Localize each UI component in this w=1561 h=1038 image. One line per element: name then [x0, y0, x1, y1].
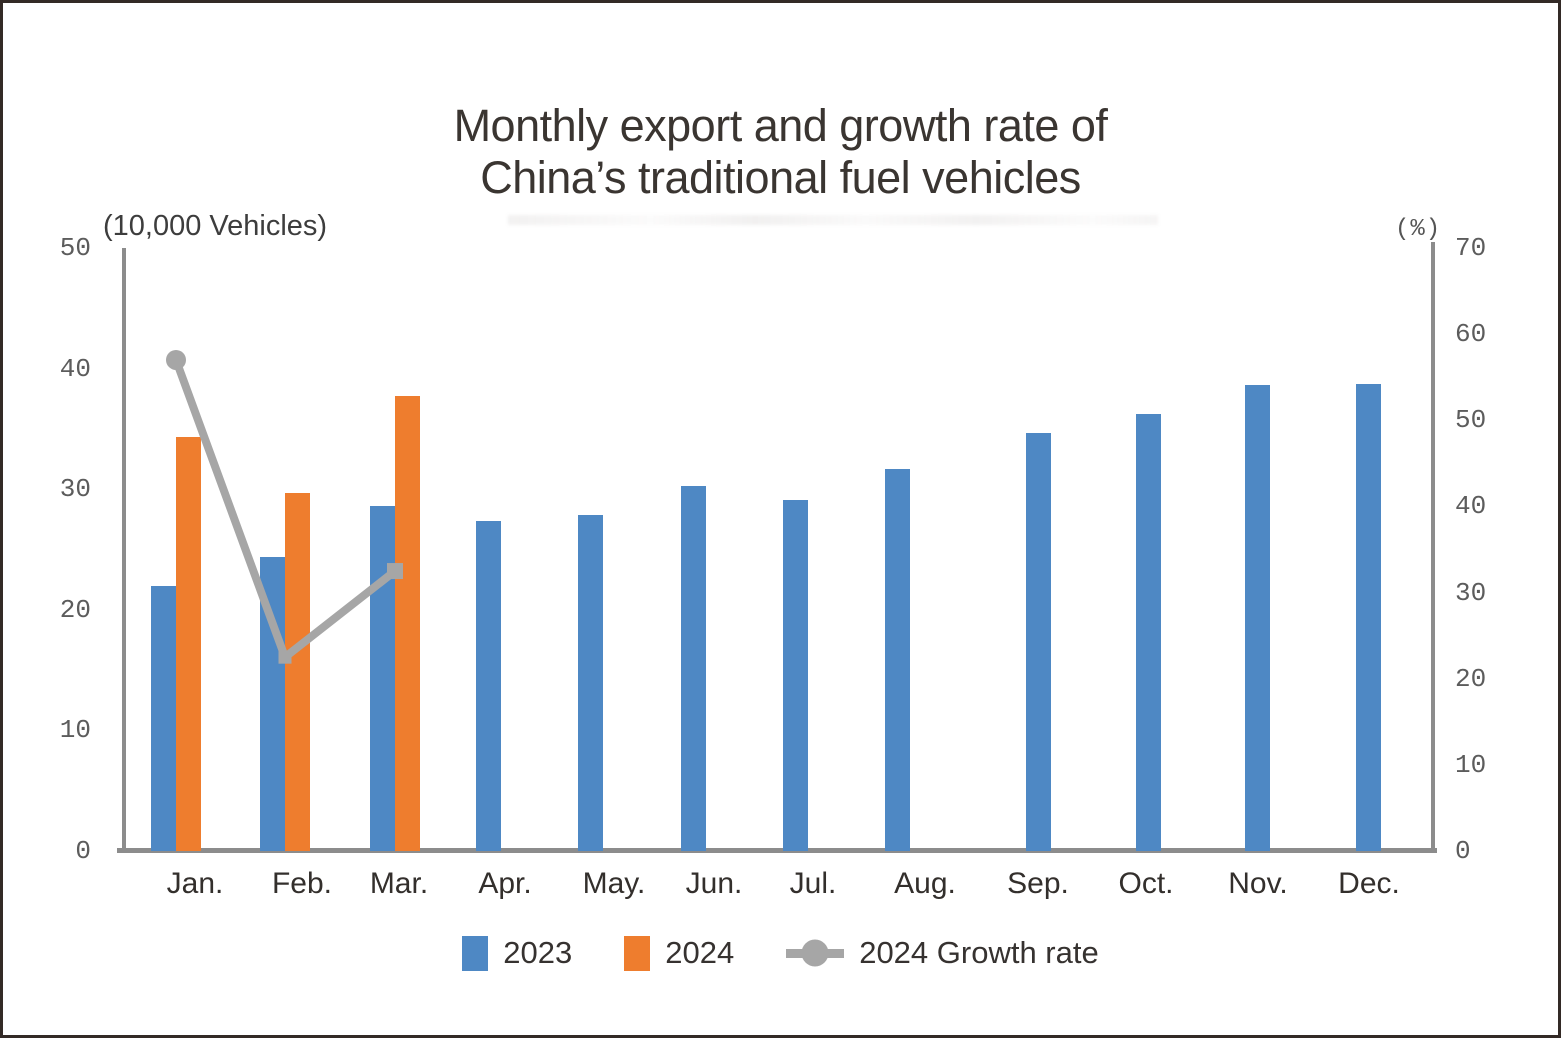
right-axis-tick-50: 50 [1455, 405, 1487, 436]
legend-label-growth-rate: 2024 Growth rate [859, 935, 1099, 970]
plot-area [125, 248, 1435, 851]
left-axis-tick-20: 20 [59, 594, 91, 625]
growth-rate-marker [278, 650, 292, 664]
growth-rate-line [166, 349, 403, 664]
x-axis-label-oct: Oct. [1118, 867, 1174, 900]
bar-2024-jan [176, 437, 201, 851]
right-axis-tick-40: 40 [1455, 491, 1487, 522]
chart-title: Monthly export and growth rate of China’… [3, 100, 1558, 204]
legend-swatch-2024 [624, 935, 651, 971]
x-axis-label-jul: Jul. [789, 867, 837, 900]
erased-subtitle-smudge [508, 215, 1158, 225]
legend-item-2024: 2024 [624, 935, 734, 971]
left-axis-unit-label: (10,000 Vehicles) [103, 210, 328, 242]
legend-circle-icon [801, 939, 829, 967]
x-axis-label-may: May. [582, 867, 646, 900]
x-axis-label-aug: Aug. [894, 867, 956, 900]
left-axis-tick-30: 30 [59, 474, 91, 505]
bar-2023-may [578, 515, 603, 851]
x-axis-label-nov: Nov. [1228, 867, 1288, 900]
bar-2024-feb [285, 493, 310, 851]
x-axis-baseline [117, 848, 1437, 853]
bar-2023-nov [1245, 385, 1270, 851]
legend-label-2024: 2024 [665, 935, 735, 970]
left-axis-tick-10: 10 [59, 715, 91, 746]
growth-rate-marker [387, 563, 403, 580]
x-axis-label-apr: Apr. [478, 867, 532, 900]
right-axis-unit-label: (%) [1395, 216, 1442, 243]
x-axis-label-mar: Mar. [369, 867, 429, 900]
x-axis-label-jun: Jun. [685, 867, 743, 900]
x-axis-label-feb: Feb. [271, 867, 333, 900]
left-axis-tick-50: 50 [59, 233, 91, 263]
x-axis-labels: Jan. Feb. Mar. Apr. May. Jun. Jul. Aug. Sep. Oct.… [125, 867, 1435, 907]
bar-2023-aug [885, 469, 910, 851]
right-axis-line [1431, 242, 1435, 852]
x-axis-label-dec: Dec. [1338, 867, 1400, 900]
left-axis-tick-40: 40 [59, 353, 91, 384]
legend-item-growth-rate: 2024 Growth rate [786, 935, 1099, 971]
bar-2023-apr [476, 521, 501, 851]
bar-2024-mar [395, 396, 420, 851]
bar-2023-dec [1356, 384, 1381, 851]
legend-item-2023: 2023 [462, 935, 572, 971]
left-axis-tick-0: 0 [75, 836, 91, 866]
right-axis-tick-30: 30 [1455, 577, 1487, 608]
growth-rate-marker [166, 349, 186, 370]
right-axis-tick-60: 60 [1455, 319, 1487, 350]
chart-title-line2: China’s traditional fuel vehicles [480, 152, 1081, 203]
bar-2023-oct [1136, 414, 1161, 851]
right-axis-tick-20: 20 [1455, 663, 1487, 694]
legend-swatch-2023 [462, 935, 489, 971]
chart-title-line1: Monthly export and growth rate of [453, 100, 1108, 151]
x-axis-label-sep: Sep. [1007, 867, 1069, 900]
legend-line-circle-marker [786, 939, 845, 967]
right-axis-tick-70: 70 [1455, 233, 1487, 263]
bar-2023-jan [151, 586, 176, 851]
bar-2023-jul [783, 500, 808, 851]
bar-2023-jun [681, 486, 706, 851]
legend-label-2023: 2023 [503, 935, 573, 970]
legend: 2023 2024 2024 Growth rate [3, 935, 1558, 971]
x-axis-label-jan: Jan. [166, 867, 224, 900]
right-axis-tick-0: 0 [1455, 836, 1471, 866]
left-axis-line [122, 248, 126, 852]
right-axis-tick-10: 10 [1455, 749, 1487, 780]
bar-2023-sep [1026, 433, 1051, 851]
